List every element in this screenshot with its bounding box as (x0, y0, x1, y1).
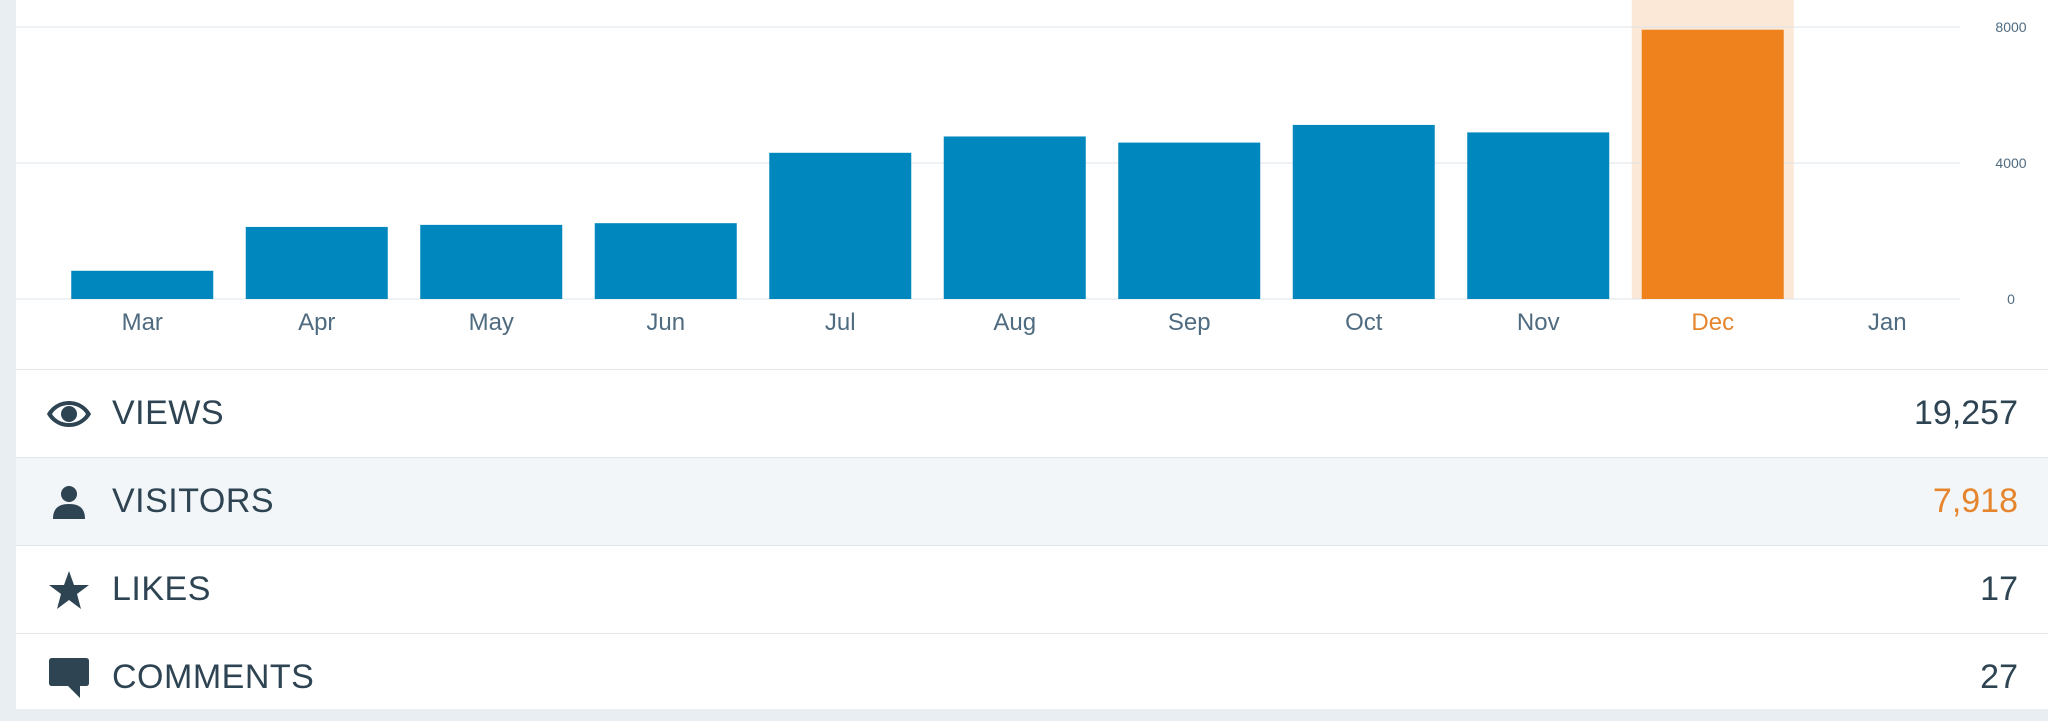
bar-jun (594, 223, 737, 299)
x-tick-label: Nov (1517, 309, 1560, 336)
bar-jul (769, 152, 912, 299)
bar-oct (1292, 124, 1435, 299)
x-tick-label: Sep (1168, 309, 1211, 336)
bar-may (420, 224, 563, 299)
stats-list: VIEWS 19,257 VISITORS 7,918 LIKES 17 (16, 369, 2048, 721)
stat-label: COMMENTS (112, 658, 315, 696)
x-tick-label: May (469, 309, 514, 336)
x-tick-label: Dec (1691, 309, 1734, 336)
bar-aug (943, 136, 1086, 299)
bar-sep (1118, 142, 1261, 299)
bar-chart: 0 4000 8000 Mar Apr May Jun Jul Aug Sep Oct Nov Dec J… (16, 0, 2027, 336)
y-tick-label: 4000 (1995, 155, 2026, 171)
stat-label: VIEWS (112, 394, 225, 432)
star-icon (46, 570, 92, 610)
bar-apr (245, 226, 388, 299)
stat-row-comments[interactable]: COMMENTS 27 (16, 633, 2048, 721)
stats-panel: 0 4000 8000 Mar Apr May Jun Jul Aug Sep Oct Nov Dec J… (16, 0, 2048, 709)
y-tick-label: 0 (2007, 291, 2015, 307)
x-tick-label: Jan (1868, 309, 1907, 336)
stat-label: LIKES (112, 570, 211, 608)
stat-value: 7,918 (1932, 482, 2018, 520)
eye-icon (46, 394, 92, 434)
stat-row-visitors[interactable]: VISITORS 7,918 (16, 457, 2048, 545)
y-tick-label: 8000 (1995, 19, 2026, 35)
stat-row-views[interactable]: VIEWS 19,257 (16, 369, 2048, 457)
x-tick-label: Jul (825, 309, 856, 336)
x-tick-label: Oct (1345, 309, 1383, 336)
stat-value: 19,257 (1914, 394, 2018, 432)
person-icon (46, 482, 92, 522)
comment-icon (46, 657, 92, 698)
x-tick-label: Mar (122, 309, 163, 336)
stat-label: VISITORS (112, 482, 275, 520)
x-tick-label: Jun (646, 309, 685, 336)
stat-row-likes[interactable]: LIKES 17 (16, 545, 2048, 633)
bar-mar (71, 270, 214, 299)
x-tick-label: Aug (993, 309, 1036, 336)
stat-value: 17 (1980, 570, 2018, 608)
x-tick-label: Apr (298, 309, 335, 336)
bar-dec (1641, 29, 1784, 299)
bar-nov (1467, 132, 1610, 299)
stat-value: 27 (1980, 658, 2018, 696)
